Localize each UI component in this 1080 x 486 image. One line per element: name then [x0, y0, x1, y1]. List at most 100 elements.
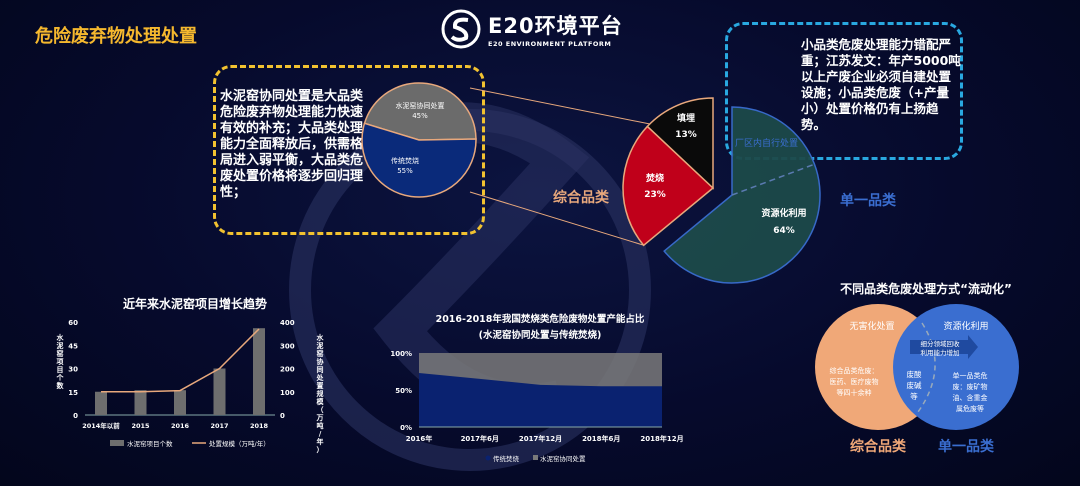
- legend-label: 处置规模（万吨/年）: [209, 439, 270, 448]
- arrow-icon: [910, 335, 978, 359]
- venn-diagram: 不同品类危废处理方式“流动化” 无害化处置 资源化利用 细分领域回收利用能力增加…: [815, 281, 1019, 455]
- venn-title: 不同品类危废处理方式“流动化”: [840, 281, 1012, 296]
- venn-right-text: 单一品类危废：废矿物油、含重金属危废等: [953, 371, 988, 413]
- y-right-axis-label: （: [317, 406, 324, 414]
- small-pie-slice-cement: [363, 82, 477, 141]
- y-right-axis-label: 同: [317, 366, 324, 374]
- y-right-axis-label: 泥: [317, 341, 324, 350]
- venn-right-circle: [893, 304, 1019, 430]
- bar: [95, 391, 107, 415]
- y-right-tick-label: 200: [280, 366, 295, 374]
- bar: [213, 368, 226, 415]
- y-axis-label: 目: [57, 366, 64, 374]
- left-note-box: [213, 65, 485, 235]
- x-tick-label: 2016年: [406, 434, 432, 443]
- x-tick-label: 2018年12月: [640, 434, 683, 443]
- venn-left-text: 综合品类危废：医药、医疗废物等四十余种: [830, 366, 879, 397]
- y-right-axis-label: 置: [317, 381, 324, 390]
- x-tick-label: 2017年12月: [519, 434, 562, 443]
- chart-subtitle: (水泥窑协同处置与传统焚烧): [479, 329, 602, 341]
- right-note-box: [725, 22, 963, 160]
- y-axis-label: 个: [56, 373, 65, 382]
- y-right-axis-label: 模: [317, 397, 325, 406]
- y-right-axis-label: 规: [317, 389, 324, 398]
- legend-label: 水泥窑协同处置: [540, 454, 586, 463]
- logo-subtext: E20 ENVIRONMENT PLATFORM: [488, 40, 612, 48]
- main-pie-label: 填埋: [677, 112, 695, 124]
- y-tick-label: 60: [68, 319, 78, 327]
- bar: [253, 328, 265, 415]
- sub-divider: [731, 163, 816, 196]
- legend-label: 传统焚烧: [493, 454, 520, 463]
- right-note-text: 小品类危废处理能力错配严重；江苏发文：年产5000吨以上产废企业必须自建处置设施…: [801, 37, 961, 132]
- connector-line: [469, 87, 651, 125]
- bar: [134, 390, 147, 415]
- group-label-composite: 综合品类: [553, 189, 610, 206]
- main-pie-sub-label: 厂区内自行处置: [735, 137, 798, 149]
- y-right-axis-label: ）: [317, 446, 324, 454]
- y-tick-label: 30: [68, 366, 78, 374]
- y-tick-label: 0%: [400, 424, 412, 432]
- y-right-axis-label: 协: [317, 357, 324, 366]
- main-pie-slice-recycle: [663, 106, 821, 284]
- chart-title: 2016-2018年我国焚烧类危险废物处置产能占比: [436, 313, 645, 325]
- chart-title: 近年来水泥窑项目增长趋势: [123, 296, 267, 311]
- y-tick-label: 15: [68, 389, 78, 397]
- x-tick-label: 2016: [171, 422, 190, 430]
- small-pie-value: 55%: [397, 167, 413, 175]
- legend-swatch: [110, 440, 124, 446]
- x-tick-label: 2018年6月: [582, 434, 620, 443]
- y-right-tick-label: 400: [280, 319, 295, 327]
- venn-left-title: 无害化处置: [849, 320, 894, 332]
- y-tick-label: 45: [68, 342, 78, 350]
- connector-line: [469, 191, 644, 246]
- legend-swatch: [485, 455, 491, 461]
- y-right-axis-label: 年: [317, 437, 324, 446]
- y-right-tick-label: 100: [280, 389, 295, 397]
- y-axis-label: 窑: [57, 349, 64, 358]
- group-label-single: 单一品类: [840, 192, 897, 209]
- bar: [174, 390, 186, 415]
- y-axis-label: 项: [57, 357, 64, 366]
- y-tick-label: 100%: [390, 350, 412, 358]
- y-right-tick-label: 0: [280, 412, 285, 420]
- venn-arrow-text: 细分领域回收利用能力增加: [921, 339, 961, 357]
- main-pie-value: 23%: [644, 190, 666, 200]
- logo-icon: [441, 9, 481, 49]
- y-right-axis-label: 处: [316, 373, 325, 382]
- y-right-tick-label: 300: [280, 342, 295, 350]
- small-pie-label: 传统焚烧: [391, 156, 419, 165]
- small-pie-slice-incineration: [361, 122, 477, 198]
- main-pie-value: 13%: [675, 130, 697, 140]
- left-note-text: 水泥窑协同处置是大品类危险废弃物处理能力快速有效的补充；大品类处理能力全面释放后…: [220, 89, 364, 200]
- logo-text: E20环境平台: [488, 14, 623, 38]
- y-right-axis-label: 窑: [317, 349, 324, 358]
- small-pie-value: 45%: [412, 112, 428, 120]
- venn-divider: [917, 322, 936, 413]
- y-axis-label: 泥: [57, 341, 64, 350]
- small-pie-label: 水泥窑协同处置: [396, 101, 445, 110]
- area-series: [419, 372, 662, 427]
- venn-right-title: 资源化利用: [943, 320, 988, 332]
- main-pie-label: 焚烧: [645, 172, 664, 184]
- line-series: [101, 328, 260, 393]
- x-tick-label: 2015: [131, 422, 150, 430]
- cement-kiln-chart: 近年来水泥窑项目增长趋势 0 15 30 45 60 0 100 200 300 400 2014年…: [56, 296, 325, 454]
- y-tick-label: 50%: [395, 387, 412, 395]
- y-right-axis-label: 万: [316, 414, 324, 422]
- venn-overlap-text: 废酸废碱等: [906, 370, 922, 401]
- venn-left-category: 综合品类: [850, 438, 907, 455]
- main-pie-value: 64%: [773, 226, 795, 236]
- legend-label: 水泥窑项目个数: [127, 439, 173, 448]
- y-right-axis-label: /: [319, 430, 322, 438]
- x-tick-label: 2018: [250, 422, 269, 430]
- y-axis-label: 数: [57, 381, 65, 390]
- x-tick-label: 2017年6月: [461, 434, 499, 443]
- incineration-share-chart: 2016-2018年我国焚烧类危险废物处置产能占比 (水泥窑协同处置与传统焚烧)…: [390, 313, 683, 463]
- y-tick-label: 0: [73, 412, 78, 420]
- y-axis-label: 水: [57, 333, 65, 342]
- venn-right-category: 单一品类: [938, 438, 995, 455]
- main-pie-label: 资源化利用: [761, 207, 806, 219]
- x-tick-label: 2014年以前: [82, 421, 120, 430]
